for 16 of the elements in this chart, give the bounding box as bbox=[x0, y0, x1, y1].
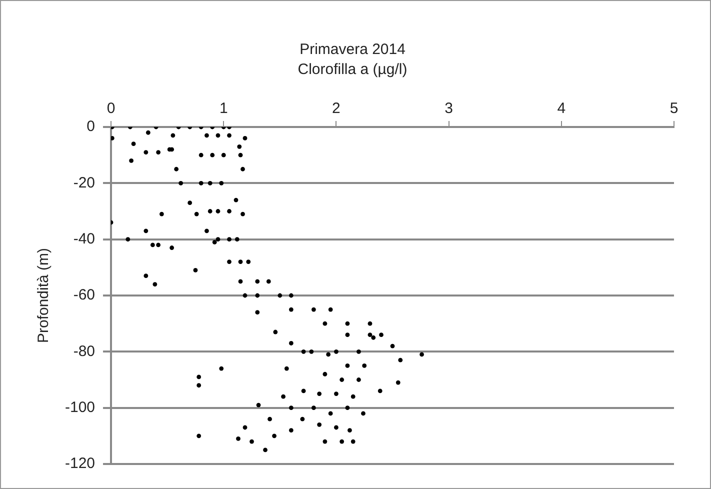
y-tick-label: -20 bbox=[73, 174, 96, 192]
y-tick-label: -60 bbox=[73, 286, 96, 304]
x-tick-label: 2 bbox=[332, 100, 340, 118]
x-tick-label: 5 bbox=[670, 100, 678, 118]
chart-subtitle: Clorofilla a (µg/l) bbox=[298, 61, 408, 78]
x-tick-label: 0 bbox=[106, 100, 116, 118]
y-tick-label: 0 bbox=[86, 118, 96, 136]
chart-title: Primavera 2014 bbox=[300, 41, 406, 58]
y-tick-label: -40 bbox=[73, 230, 96, 248]
y-tick-label: -120 bbox=[64, 455, 96, 472]
x-tick-label: 4 bbox=[557, 100, 566, 118]
y-axis-title: Profondità (m) bbox=[35, 248, 52, 344]
x-tick-label: 3 bbox=[444, 100, 453, 118]
x-tick-label: 1 bbox=[219, 100, 228, 118]
y-tick-label: -100 bbox=[64, 398, 96, 416]
y-tick-label: -80 bbox=[73, 342, 96, 360]
